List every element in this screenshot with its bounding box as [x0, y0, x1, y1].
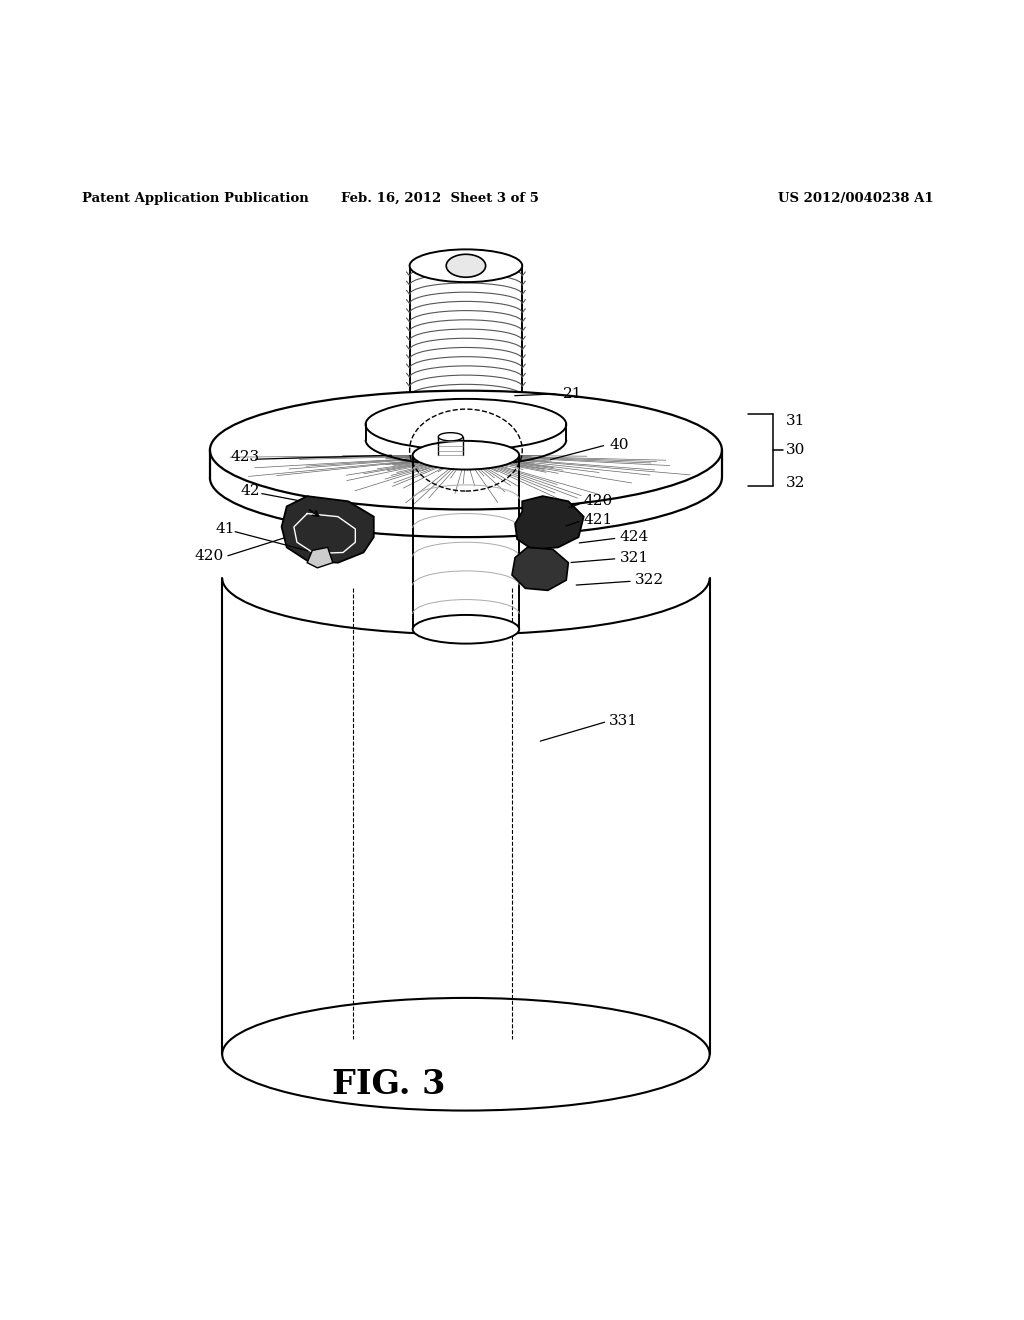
Ellipse shape: [366, 399, 566, 450]
Text: 40: 40: [609, 438, 629, 451]
Text: 421: 421: [584, 512, 613, 527]
Ellipse shape: [210, 391, 722, 510]
Ellipse shape: [438, 433, 463, 441]
Text: 31: 31: [785, 414, 805, 429]
Text: 41: 41: [215, 521, 234, 536]
Polygon shape: [307, 548, 333, 568]
Ellipse shape: [410, 249, 522, 282]
Text: Patent Application Publication: Patent Application Publication: [82, 191, 308, 205]
Text: Feb. 16, 2012  Sheet 3 of 5: Feb. 16, 2012 Sheet 3 of 5: [341, 191, 540, 205]
Text: 322: 322: [635, 573, 664, 587]
Text: 420: 420: [584, 494, 613, 508]
Ellipse shape: [446, 255, 485, 277]
Ellipse shape: [222, 998, 710, 1110]
Polygon shape: [512, 548, 568, 590]
Text: US 2012/0040238 A1: US 2012/0040238 A1: [778, 191, 934, 205]
Text: 423: 423: [230, 450, 259, 465]
Ellipse shape: [413, 441, 519, 470]
Ellipse shape: [413, 615, 519, 644]
Text: 424: 424: [620, 531, 649, 544]
Polygon shape: [282, 496, 374, 562]
Text: FIG. 3: FIG. 3: [333, 1068, 445, 1101]
Text: 21: 21: [563, 387, 583, 401]
Polygon shape: [515, 496, 584, 549]
Text: 321: 321: [620, 550, 648, 565]
Text: 30: 30: [785, 444, 805, 457]
Text: 331: 331: [609, 714, 638, 729]
Text: 420: 420: [195, 549, 224, 562]
Text: 32: 32: [785, 475, 805, 490]
Text: 42: 42: [241, 484, 260, 498]
